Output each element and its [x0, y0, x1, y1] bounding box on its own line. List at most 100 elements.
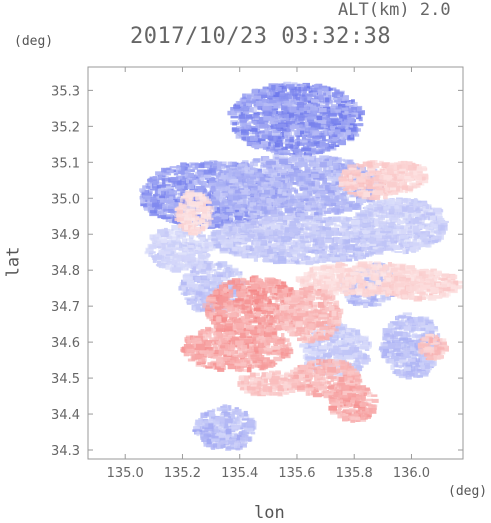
radar-cell	[212, 217, 222, 222]
radar-cell	[426, 209, 433, 212]
radar-cell	[297, 248, 304, 252]
radar-cell	[278, 114, 287, 118]
radar-cell	[143, 207, 152, 210]
radar-cell	[158, 263, 166, 269]
radar-cell	[176, 166, 184, 171]
radar-cell	[286, 128, 290, 132]
radar-cell	[211, 163, 221, 169]
radar-cell	[332, 180, 340, 186]
radar-cell	[298, 160, 305, 166]
radar-cell	[278, 211, 283, 217]
radar-cell	[199, 255, 207, 259]
radar-cell	[275, 139, 283, 144]
radar-cell	[243, 136, 250, 142]
radar-cell	[340, 107, 349, 111]
radar-cell	[287, 233, 295, 237]
radar-cell	[321, 220, 326, 223]
radar-cell	[148, 253, 154, 257]
radar-cell	[335, 127, 341, 131]
radar-cell	[270, 163, 280, 168]
radar-cell	[225, 227, 230, 233]
radar-cell	[268, 99, 277, 105]
radar-cell	[302, 140, 308, 144]
velocity-region	[227, 81, 365, 157]
radar-cell	[417, 232, 422, 236]
radar-cell	[330, 139, 341, 144]
radar-cell	[376, 227, 381, 232]
radar-cell	[329, 100, 334, 103]
radar-cell	[316, 225, 325, 232]
radar-cell	[293, 217, 300, 224]
radar-cell	[182, 232, 192, 235]
radar-cell	[381, 235, 392, 239]
radar-cell	[238, 188, 245, 191]
radar-cell	[272, 95, 280, 98]
radar-cell	[263, 182, 272, 185]
radar-cell	[397, 220, 405, 224]
radar-cell	[333, 191, 341, 197]
radar-cell	[278, 225, 285, 232]
radar-cell	[158, 173, 163, 178]
radar-cell	[340, 140, 345, 145]
radar-cell	[217, 242, 222, 245]
radar-cell	[325, 235, 331, 239]
radar-cell	[308, 184, 318, 191]
radar-cell	[221, 206, 228, 212]
radar-cell	[218, 185, 228, 191]
radar-cell	[232, 171, 242, 175]
radar-cell	[246, 100, 256, 103]
radar-cell	[242, 160, 249, 163]
radar-cell	[235, 205, 242, 209]
radar-cell	[339, 230, 346, 236]
radar-cell	[285, 165, 291, 170]
radar-cell	[310, 148, 320, 152]
radar-cell	[184, 263, 192, 267]
radar-cell	[317, 205, 323, 209]
radar-cell	[416, 354, 425, 357]
radar-cell	[255, 172, 264, 178]
heatmap-field	[139, 81, 463, 451]
radar-cell	[274, 92, 280, 98]
radar-cell	[341, 100, 350, 103]
radar-cell	[332, 137, 338, 140]
radar-cell	[348, 203, 353, 209]
radar-cell	[366, 227, 374, 231]
radar-cell	[166, 170, 174, 173]
radar-cell	[162, 178, 166, 185]
radar-cell	[366, 206, 374, 211]
radar-cell	[253, 225, 260, 228]
radar-cell	[157, 239, 167, 243]
radar-cell	[355, 205, 360, 208]
radar-cell	[316, 158, 322, 163]
radar-cell	[251, 125, 258, 129]
radar-cell	[385, 226, 391, 232]
radar-cell	[387, 245, 398, 248]
radar-cell	[437, 224, 445, 231]
radar-cell	[362, 219, 367, 222]
radar-cell	[332, 124, 337, 127]
radar-cell	[330, 156, 335, 161]
radar-cell	[288, 168, 294, 175]
radar-cell	[300, 261, 307, 265]
radar-cell	[352, 101, 358, 107]
radar-cell	[159, 241, 169, 245]
radar-cell	[239, 118, 248, 123]
radar-cell	[219, 214, 229, 220]
radar-cell	[325, 102, 330, 109]
radar-cell	[266, 146, 274, 152]
radar-cell	[160, 212, 165, 217]
radar-cell	[229, 185, 238, 188]
radar-cell	[335, 106, 342, 111]
radar-cell	[351, 283, 361, 290]
radar-cell	[335, 196, 340, 202]
radar-cell	[328, 192, 333, 198]
radar-cell	[301, 135, 307, 140]
radar-cell	[229, 214, 234, 221]
radar-cell	[261, 99, 270, 103]
radar-cell	[261, 239, 266, 245]
radar-cell	[260, 252, 267, 256]
radar-cell	[343, 207, 353, 212]
radar-cell	[293, 173, 304, 177]
radar-cell	[250, 167, 256, 172]
radar-cell	[267, 248, 273, 254]
